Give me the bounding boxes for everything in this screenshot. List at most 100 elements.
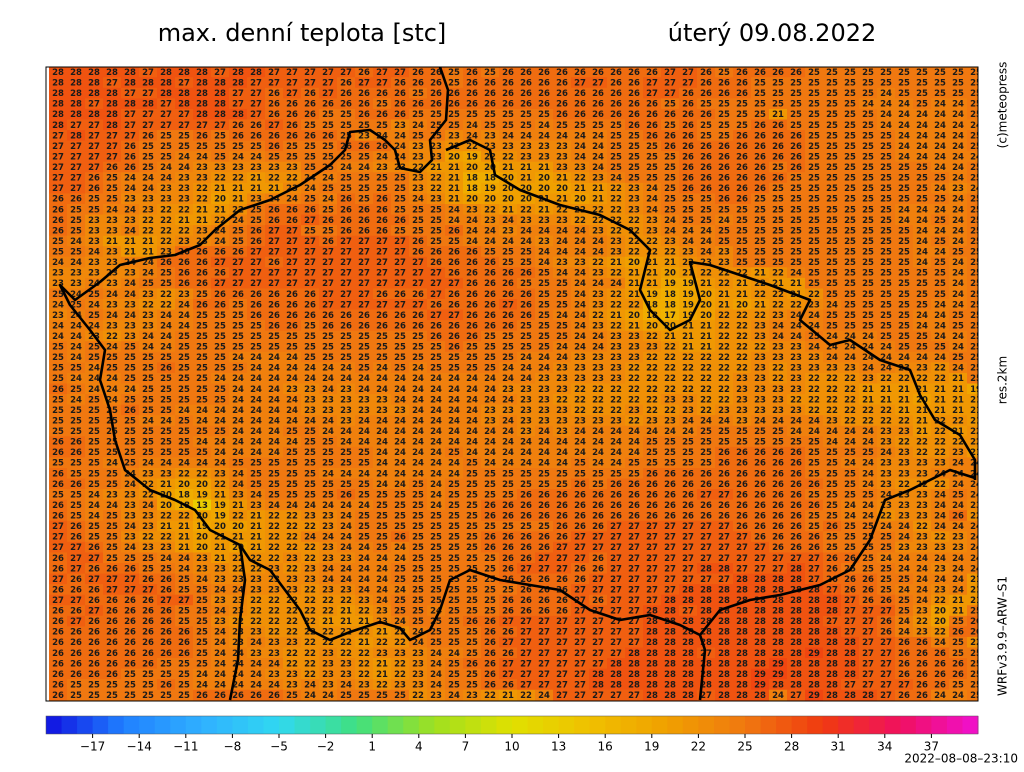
grid-cell [697, 77, 716, 89]
grid-cell [661, 489, 680, 501]
grid-cell [895, 67, 914, 78]
grid-cell [589, 108, 608, 121]
cell-value: 25 [826, 321, 838, 331]
grid-cell [607, 214, 626, 226]
cell-value: 25 [898, 68, 910, 78]
grid-cell [697, 225, 716, 237]
grid-cell [157, 108, 176, 121]
grid-cell [49, 468, 68, 480]
cell-value: 22 [592, 216, 604, 226]
cell-value: 22 [916, 374, 928, 384]
grid-cell [121, 510, 140, 522]
grid-cell [445, 277, 464, 290]
cell-value: 22 [808, 374, 820, 384]
cell-value: 25 [430, 554, 442, 564]
cell-value: 25 [754, 110, 766, 120]
grid-cell [409, 214, 428, 226]
cell-value: 26 [754, 68, 766, 78]
grid-cell [283, 108, 302, 121]
grid-cell [463, 383, 482, 395]
cell-value: 24 [862, 501, 874, 511]
cell-value: 26 [340, 226, 352, 236]
grid-cell [571, 225, 590, 237]
grid-cell [229, 277, 248, 290]
grid-cell [139, 436, 158, 448]
cell-value: 26 [412, 248, 424, 258]
cell-value: 25 [952, 248, 964, 258]
cell-value: 25 [754, 216, 766, 226]
cell-value: 22 [808, 290, 820, 300]
cell-value: 25 [286, 332, 298, 342]
grid-cell [499, 225, 518, 237]
grid-cell [859, 383, 878, 395]
cell-value: 24 [682, 237, 694, 247]
cell-value: 23 [520, 395, 532, 405]
cell-value: 25 [952, 490, 964, 500]
cell-value: 27 [682, 68, 694, 78]
cell-value: 26 [268, 205, 280, 215]
cell-value: 23 [520, 216, 532, 226]
grid-cell [931, 372, 950, 385]
grid-cell [499, 98, 518, 110]
cell-value: 22 [880, 512, 892, 522]
cell-value: 24 [88, 279, 100, 289]
grid-cell [445, 394, 464, 406]
grid-cell [265, 151, 284, 163]
grid-cell [193, 394, 212, 406]
cell-value: 25 [808, 110, 820, 120]
grid-cell [319, 383, 338, 395]
grid-cell [427, 436, 446, 448]
cell-value: 28 [196, 79, 208, 89]
cell-value: 24 [826, 300, 838, 310]
grid-cell [121, 436, 140, 448]
cell-value: 27 [340, 269, 352, 279]
cell-value: 25 [538, 343, 550, 353]
cell-value: 27 [124, 110, 136, 120]
cell-value: 23 [448, 131, 460, 141]
grid-cell [553, 446, 572, 459]
grid-cell [139, 235, 158, 247]
cell-value: 25 [70, 216, 82, 226]
grid-cell [265, 256, 284, 268]
grid-cell [859, 425, 878, 437]
grid-cell [949, 330, 968, 342]
cell-value: 19 [466, 152, 478, 162]
grid-cell [283, 161, 302, 173]
grid-cell [49, 256, 68, 268]
grid-cell [283, 98, 302, 110]
grid-cell [751, 425, 770, 437]
cell-value: 25 [916, 269, 928, 279]
grid-cell [211, 489, 230, 501]
cell-value: 26 [736, 174, 748, 184]
grid-cell [211, 246, 230, 258]
cell-value: 24 [448, 385, 460, 395]
grid-cell [49, 119, 68, 131]
cell-value: 25 [790, 205, 802, 215]
cell-value: 22 [592, 258, 604, 268]
cell-value: 25 [250, 343, 262, 353]
cell-value: 26 [340, 79, 352, 89]
cell-value: 25 [808, 248, 820, 258]
cell-value: 25 [934, 216, 946, 226]
cell-value: 19 [682, 290, 694, 300]
cell-value: 22 [628, 395, 640, 405]
cell-value: 25 [628, 163, 640, 173]
grid-cell [175, 204, 194, 216]
grid-cell [859, 446, 878, 459]
cell-value: 23 [556, 374, 568, 384]
grid-cell [877, 341, 896, 353]
grid-cell [157, 214, 176, 226]
cell-value: 21 [700, 321, 712, 331]
cell-value: 25 [430, 543, 442, 553]
cell-value: 28 [196, 100, 208, 110]
grid-cell [931, 140, 950, 152]
grid-cell [175, 383, 194, 395]
cell-value: 27 [70, 142, 82, 152]
grid-cell [823, 351, 842, 363]
cell-value: 27 [304, 258, 316, 268]
cell-value: 25 [286, 142, 298, 152]
cell-value: 25 [466, 501, 478, 511]
grid-cell [553, 478, 572, 490]
grid-cell [67, 130, 86, 142]
grid-cell [769, 468, 788, 480]
